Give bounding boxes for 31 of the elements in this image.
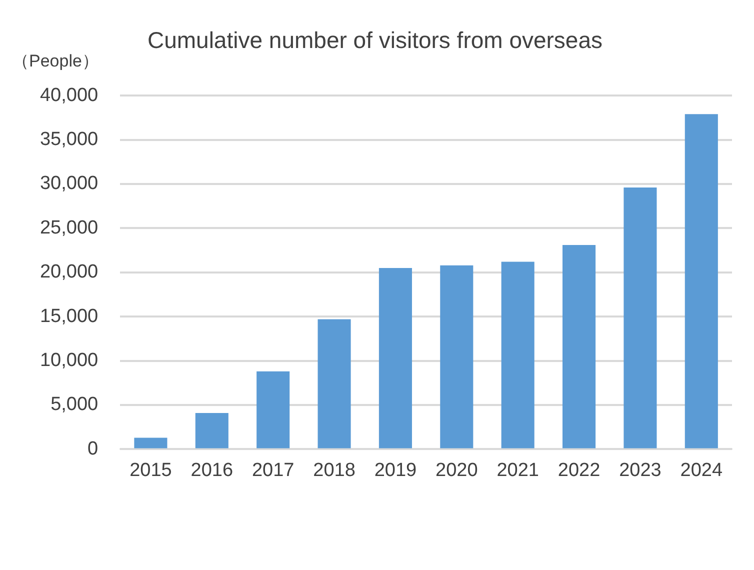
bar [256, 371, 290, 448]
bar [134, 438, 168, 448]
y-tick-label: 40,000 [40, 84, 98, 106]
x-tick-label: 2016 [190, 460, 234, 481]
x-tick-label: 2024 [680, 460, 723, 481]
y-tick-label: 5,000 [50, 394, 98, 416]
bar [501, 262, 534, 448]
bar [684, 114, 718, 448]
y-tick-label: 25,000 [40, 217, 98, 238]
bar [440, 265, 474, 448]
bar [195, 412, 228, 448]
y-tick-label: 15,000 [40, 306, 98, 327]
y-axis-title: （People） [12, 51, 99, 70]
bar [624, 188, 657, 448]
chart-title: Cumulative number of visitors from overseas [147, 27, 603, 54]
x-tick-label: 2018 [313, 460, 356, 481]
y-tick-label: 10,000 [40, 350, 98, 372]
y-tick-label: 35,000 [40, 129, 98, 150]
x-tick-label: 2021 [496, 460, 539, 481]
x-tick-label: 2017 [252, 460, 294, 481]
bar [378, 268, 412, 448]
bar [318, 319, 351, 448]
x-tick-label: 2022 [558, 460, 600, 481]
y-tick-label: 30,000 [40, 173, 98, 194]
y-tick-label: 0 [88, 438, 98, 460]
x-tick-label: 2015 [130, 460, 172, 481]
x-tick-label: 2020 [436, 460, 478, 481]
bar [562, 244, 596, 448]
x-tick-label: 2023 [619, 460, 662, 481]
y-tick-label: 20,000 [40, 262, 98, 283]
x-tick-label: 2019 [374, 460, 417, 481]
